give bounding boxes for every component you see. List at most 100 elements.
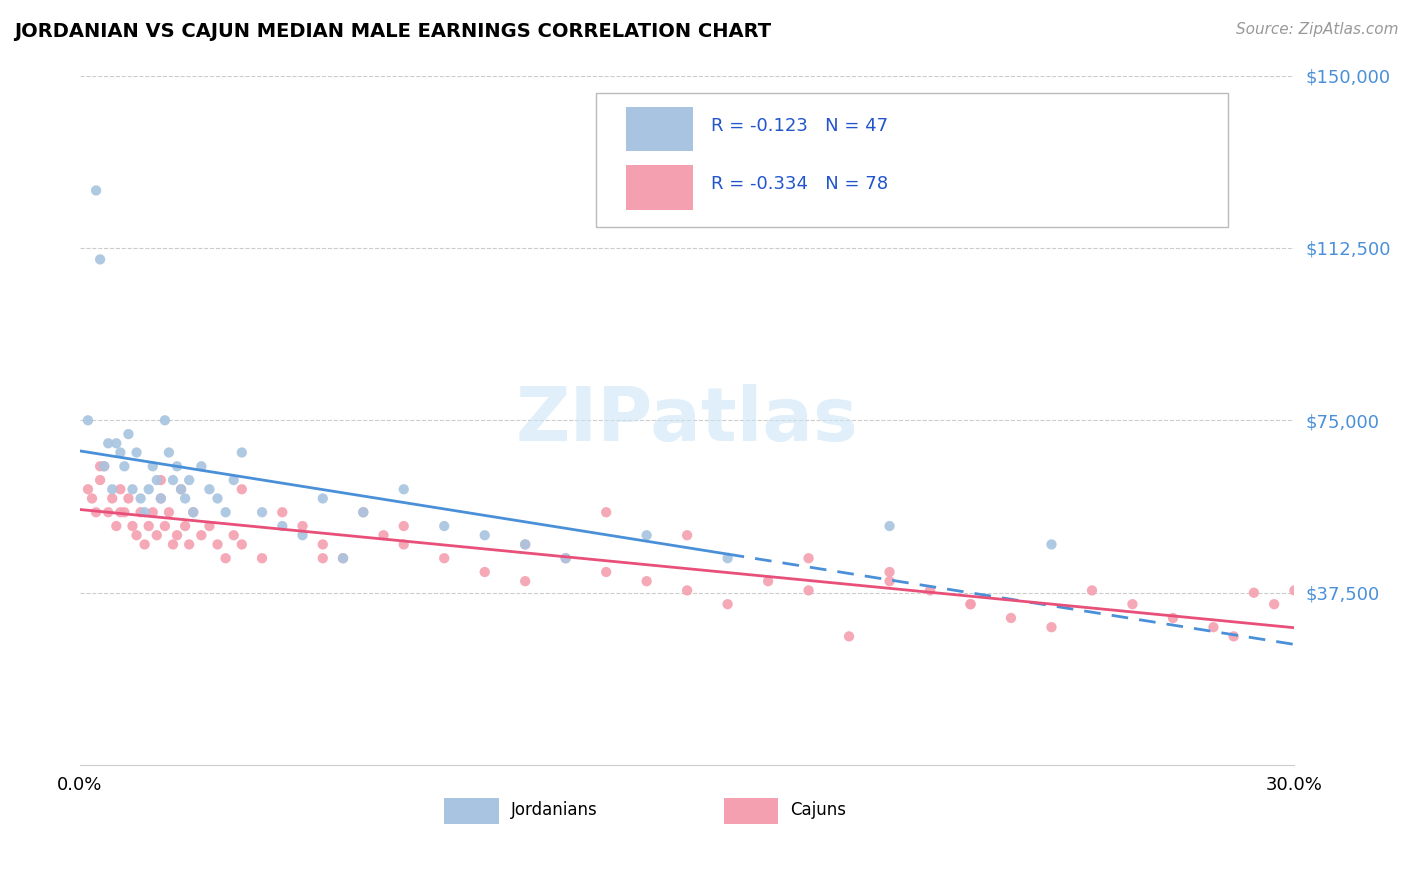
Point bbox=[179, 473, 201, 487]
Point bbox=[515, 574, 537, 589]
FancyBboxPatch shape bbox=[724, 797, 778, 823]
Point bbox=[170, 483, 193, 497]
FancyBboxPatch shape bbox=[596, 93, 1227, 227]
Point bbox=[1040, 620, 1063, 634]
Point bbox=[157, 505, 180, 519]
Point bbox=[291, 519, 314, 533]
Text: Jordanians: Jordanians bbox=[510, 801, 598, 819]
Point bbox=[121, 483, 143, 497]
Point bbox=[207, 491, 229, 506]
Point bbox=[636, 574, 658, 589]
FancyBboxPatch shape bbox=[627, 165, 693, 210]
Text: JORDANIAN VS CAJUN MEDIAN MALE EARNINGS CORRELATION CHART: JORDANIAN VS CAJUN MEDIAN MALE EARNINGS … bbox=[14, 22, 770, 41]
Point bbox=[352, 505, 374, 519]
Point bbox=[89, 459, 111, 474]
Point bbox=[214, 551, 236, 566]
Point bbox=[959, 597, 981, 611]
Text: Source: ZipAtlas.com: Source: ZipAtlas.com bbox=[1236, 22, 1399, 37]
Point bbox=[1243, 585, 1265, 599]
Point bbox=[112, 459, 135, 474]
Point bbox=[166, 528, 188, 542]
Point bbox=[332, 551, 354, 566]
Point bbox=[153, 519, 176, 533]
Point bbox=[153, 413, 176, 427]
Point bbox=[595, 565, 617, 579]
Point bbox=[1040, 537, 1063, 551]
Point bbox=[181, 505, 204, 519]
Point bbox=[149, 473, 172, 487]
Point bbox=[190, 459, 212, 474]
Point bbox=[105, 519, 128, 533]
Point bbox=[1161, 611, 1184, 625]
Point bbox=[312, 551, 335, 566]
Point bbox=[879, 519, 901, 533]
Point bbox=[222, 528, 245, 542]
Point bbox=[1263, 597, 1285, 611]
Point bbox=[134, 505, 156, 519]
Point bbox=[392, 519, 415, 533]
Text: R = -0.123   N = 47: R = -0.123 N = 47 bbox=[711, 117, 889, 135]
Point bbox=[125, 528, 148, 542]
Point bbox=[474, 528, 496, 542]
Point bbox=[291, 528, 314, 542]
Point bbox=[149, 491, 172, 506]
Point bbox=[198, 483, 221, 497]
Point bbox=[117, 491, 139, 506]
Point bbox=[84, 505, 107, 519]
FancyBboxPatch shape bbox=[444, 797, 499, 823]
Point bbox=[332, 551, 354, 566]
Point bbox=[231, 483, 253, 497]
Point bbox=[174, 491, 197, 506]
Point bbox=[129, 491, 152, 506]
Point bbox=[134, 537, 156, 551]
Text: Cajuns: Cajuns bbox=[790, 801, 846, 819]
Point bbox=[797, 551, 820, 566]
Point bbox=[676, 583, 699, 598]
Point bbox=[918, 583, 941, 598]
Point bbox=[138, 519, 160, 533]
Point bbox=[84, 184, 107, 198]
Point bbox=[676, 528, 699, 542]
Point bbox=[214, 505, 236, 519]
Point bbox=[1121, 597, 1143, 611]
Point bbox=[959, 597, 981, 611]
Point bbox=[101, 491, 124, 506]
Point bbox=[207, 537, 229, 551]
Point bbox=[797, 583, 820, 598]
Point bbox=[89, 473, 111, 487]
Point bbox=[373, 528, 395, 542]
Point bbox=[162, 473, 184, 487]
Point bbox=[146, 528, 169, 542]
Point bbox=[110, 445, 132, 459]
Point bbox=[142, 459, 165, 474]
Point bbox=[879, 574, 901, 589]
Point bbox=[157, 445, 180, 459]
Point bbox=[80, 491, 103, 506]
Point bbox=[166, 459, 188, 474]
Point bbox=[756, 574, 779, 589]
Point bbox=[89, 252, 111, 267]
Point bbox=[879, 565, 901, 579]
Point bbox=[474, 565, 496, 579]
Point bbox=[179, 537, 201, 551]
Point bbox=[433, 519, 456, 533]
Point bbox=[149, 491, 172, 506]
Text: ZIPatlas: ZIPatlas bbox=[516, 384, 859, 457]
Point bbox=[554, 551, 576, 566]
Point bbox=[231, 537, 253, 551]
Point bbox=[1000, 611, 1022, 625]
Point bbox=[112, 505, 135, 519]
Point bbox=[717, 551, 740, 566]
Point bbox=[105, 436, 128, 450]
Point bbox=[142, 505, 165, 519]
Point bbox=[190, 528, 212, 542]
Point bbox=[93, 459, 115, 474]
Point bbox=[198, 519, 221, 533]
Point bbox=[231, 445, 253, 459]
Point bbox=[636, 528, 658, 542]
Point bbox=[146, 473, 169, 487]
Point bbox=[250, 505, 273, 519]
Point bbox=[121, 519, 143, 533]
Point bbox=[117, 427, 139, 442]
Point bbox=[110, 483, 132, 497]
